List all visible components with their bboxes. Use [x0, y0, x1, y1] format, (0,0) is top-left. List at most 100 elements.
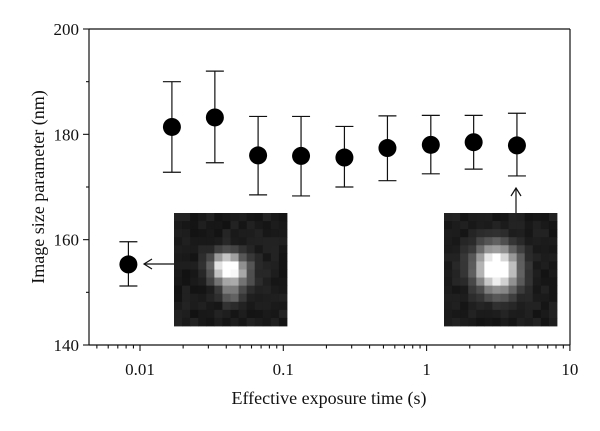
inset-image-0-pixel	[278, 213, 288, 222]
inset-image-1-pixel	[524, 317, 534, 327]
inset-image-1-pixel	[468, 261, 477, 270]
inset-image-1-pixel	[484, 285, 493, 295]
inset-image-1-pixel	[452, 301, 461, 311]
inset-image-1-pixel	[548, 253, 558, 262]
inset-image-0-pixel	[262, 261, 272, 270]
inset-image-1-pixel	[460, 309, 469, 319]
inset-image-1-pixel	[540, 317, 550, 327]
inset-image-0-pixel	[270, 237, 280, 246]
inset-image-1-pixel	[444, 213, 453, 222]
inset-image-1-pixel	[548, 277, 558, 287]
inset-image-0-pixel	[246, 245, 256, 254]
inset-image-1-pixel	[492, 253, 501, 262]
inset-image-0-pixel	[278, 301, 288, 311]
inset-image-1-pixel	[548, 285, 558, 295]
inset-image-0-pixel	[206, 293, 215, 303]
inset-image-1-pixel	[444, 261, 453, 270]
inset-image-0-pixel	[206, 229, 215, 238]
inset-image-1-pixel	[444, 245, 453, 254]
inset-image-1-pixel	[532, 261, 542, 270]
inset-image-1-pixel	[540, 269, 550, 278]
inset-image-1-pixel	[540, 309, 550, 319]
inset-image-1-pixel	[484, 245, 493, 254]
inset-image-1-pixel	[548, 229, 558, 238]
inset-image-0-pixel	[198, 293, 207, 303]
inset-image-0-pixel	[230, 293, 239, 303]
inset-image-0-pixel	[174, 269, 183, 278]
inset-image-1-pixel	[524, 293, 534, 303]
inset-image-0-pixel	[222, 269, 231, 278]
y-axis-ticks: 140 160 180 200	[54, 20, 89, 355]
inset-image-0-pixel	[222, 301, 231, 311]
inset-image-0-pixel	[278, 261, 288, 270]
inset-image-1-pixel	[524, 309, 534, 319]
inset-image-0-pixel	[262, 269, 272, 278]
inset-image-0-pixel	[246, 293, 256, 303]
inset-image-0-pixel	[270, 213, 280, 222]
inset-image-1-pixel	[460, 221, 469, 230]
inset-image-0-pixel	[238, 253, 248, 262]
inset-image-1-pixel	[492, 213, 501, 222]
inset-image-1-pixel	[548, 237, 558, 246]
inset-image-1-pixel	[492, 237, 501, 246]
inset-image-1-pixel	[524, 253, 534, 262]
inset-image-1-pixel	[484, 229, 493, 238]
inset-image-0-pixel	[198, 253, 207, 262]
inset-image-1-pixel	[540, 277, 550, 287]
inset-image-1-pixel	[444, 317, 453, 327]
inset-image-0-pixel	[262, 253, 272, 262]
inset-image-0-pixel	[214, 245, 223, 254]
inset-image-1-pixel	[460, 301, 469, 311]
inset-image-1-pixel	[508, 253, 518, 262]
inset-image-1-pixel	[500, 253, 509, 262]
inset-image-0-pixel	[246, 269, 256, 278]
inset-image-1-pixel	[492, 261, 501, 270]
inset-image-0-pixel	[238, 221, 248, 230]
inset-image-0-pixel	[262, 317, 272, 327]
inset-image-1-pixel	[460, 277, 469, 287]
inset-image-1-pixel	[500, 245, 509, 254]
inset-image-0-pixel	[190, 277, 199, 287]
inset-image-0-pixel	[174, 213, 183, 222]
inset-image-0-pixel	[190, 317, 199, 327]
inset-image-1-pixel	[532, 221, 542, 230]
inset-image-1-pixel	[484, 221, 493, 230]
inset-image-0-pixel	[238, 237, 248, 246]
inset-image-0-pixel	[206, 285, 215, 295]
inset-image-0-pixel	[182, 309, 191, 319]
inset-image-0-pixel	[270, 317, 280, 327]
inset-image-0-pixel	[246, 237, 256, 246]
inset-image-1-pixel	[452, 253, 461, 262]
inset-image-0-pixel	[278, 293, 288, 303]
inset-image-1-pixel	[500, 309, 509, 319]
inset-image-1-pixel	[516, 253, 526, 262]
inset-image-1-pixel	[468, 293, 477, 303]
inset-image-1-pixel	[452, 293, 461, 303]
y-tick-label-2: 180	[54, 125, 80, 144]
inset-image-0-pixel	[190, 285, 199, 295]
inset-image-1-pixel	[508, 213, 518, 222]
inset-image-0-pixel	[278, 221, 288, 230]
inset-image-1-pixel	[460, 237, 469, 246]
inset-image-1-pixel	[476, 253, 485, 262]
inset-image-0-pixel	[182, 221, 191, 230]
inset-image-0-pixel	[278, 309, 288, 319]
inset-image-1-pixel	[500, 317, 509, 327]
inset-image-0-pixel	[278, 245, 288, 254]
inset-image-1-pixel	[540, 221, 550, 230]
inset-image-0-pixel	[262, 309, 272, 319]
inset-image-0-pixel	[230, 213, 239, 222]
inset-image-1-pixel	[484, 237, 493, 246]
inset-image-1-pixel	[524, 261, 534, 270]
inset-image-1-pixel	[532, 309, 542, 319]
inset-image-1-pixel	[532, 253, 542, 262]
inset-image-1-pixel	[540, 229, 550, 238]
inset-image-1-pixel	[532, 237, 542, 246]
inset-image-0-pixel	[198, 261, 207, 270]
inset-image-0-pixel	[206, 237, 215, 246]
inset-image-1-pixel	[492, 285, 501, 295]
inset-image-0-pixel	[198, 285, 207, 295]
inset-image-0-pixel	[182, 269, 191, 278]
inset-image-0-pixel	[270, 221, 280, 230]
inset-image-0-pixel	[190, 261, 199, 270]
